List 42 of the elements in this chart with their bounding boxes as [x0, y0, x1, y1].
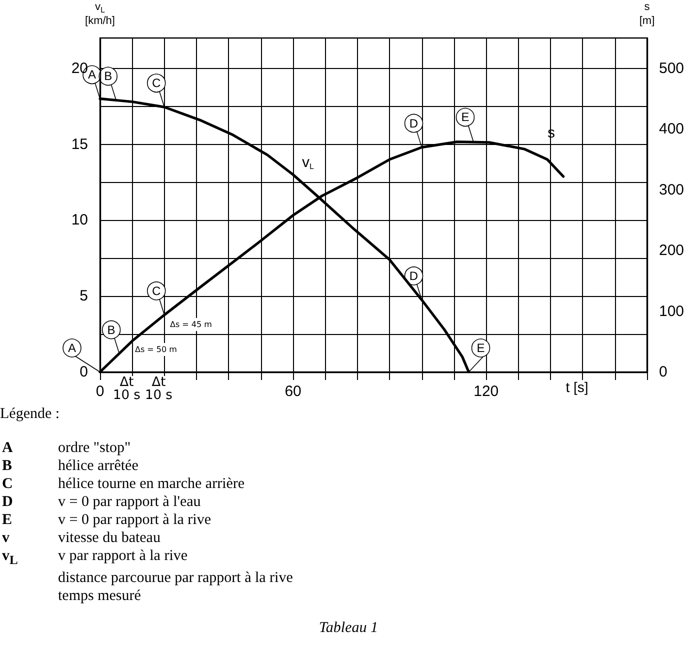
y-tick-label: 10	[71, 212, 88, 229]
x-tick-label: 120	[474, 383, 499, 400]
annotation: A	[88, 68, 96, 82]
annotation: A	[68, 341, 76, 355]
y2-tick-label: 200	[659, 242, 684, 260]
text: temps mesuré	[58, 587, 141, 605]
annotation: Δs = 50 m	[135, 343, 177, 356]
annotation: C	[152, 284, 162, 298]
y-tick-label: 15	[71, 136, 88, 153]
text: D v = 0 par rapport à l'eau	[2, 494, 201, 510]
y2-axis-title: s [m]	[639, 1, 655, 27]
annotation: Δs = 45 m	[170, 318, 212, 331]
annotation: D	[409, 116, 418, 130]
y2-tick-label: 500	[659, 60, 684, 77]
text: v vitesse du bateau	[2, 530, 160, 546]
annotation: D	[409, 268, 418, 283]
y-tick-label: 20	[71, 60, 88, 77]
text: E v = 0 par rapport à la rive	[2, 512, 211, 528]
x-axis-title: t [s]	[566, 379, 588, 395]
annotation: E	[476, 341, 485, 355]
x-tick-label: 60	[284, 383, 302, 400]
text: A ordre "stop"	[2, 440, 131, 456]
y2-tick-label: 0	[659, 364, 668, 380]
text: Légende :	[0, 405, 61, 423]
text: C hélice tourne en marche arrière	[2, 476, 245, 492]
x-tick-label: 0	[96, 383, 104, 400]
text: Δt 10 s	[113, 375, 140, 403]
y2-tick-label: 100	[659, 302, 684, 320]
annotation: C	[152, 76, 162, 90]
series-label: vL	[302, 154, 315, 172]
text: Tableau 1	[318, 619, 380, 637]
y-tick-label: 5	[80, 288, 88, 305]
y2-tick-label: 300	[659, 181, 684, 198]
annotation: E	[461, 110, 470, 124]
annotation: B	[107, 322, 116, 337]
text: distance parcourue par rapport à la rive	[58, 569, 293, 587]
y-tick-label: 0	[80, 364, 88, 380]
text: Δt 10 s	[145, 375, 172, 403]
y2-tick-label: 400	[659, 120, 684, 138]
text: B hélice arrêtée	[2, 458, 138, 474]
text: v$_{L}$ v par rapport à la rive	[2, 548, 188, 567]
annotation: B	[104, 69, 112, 84]
